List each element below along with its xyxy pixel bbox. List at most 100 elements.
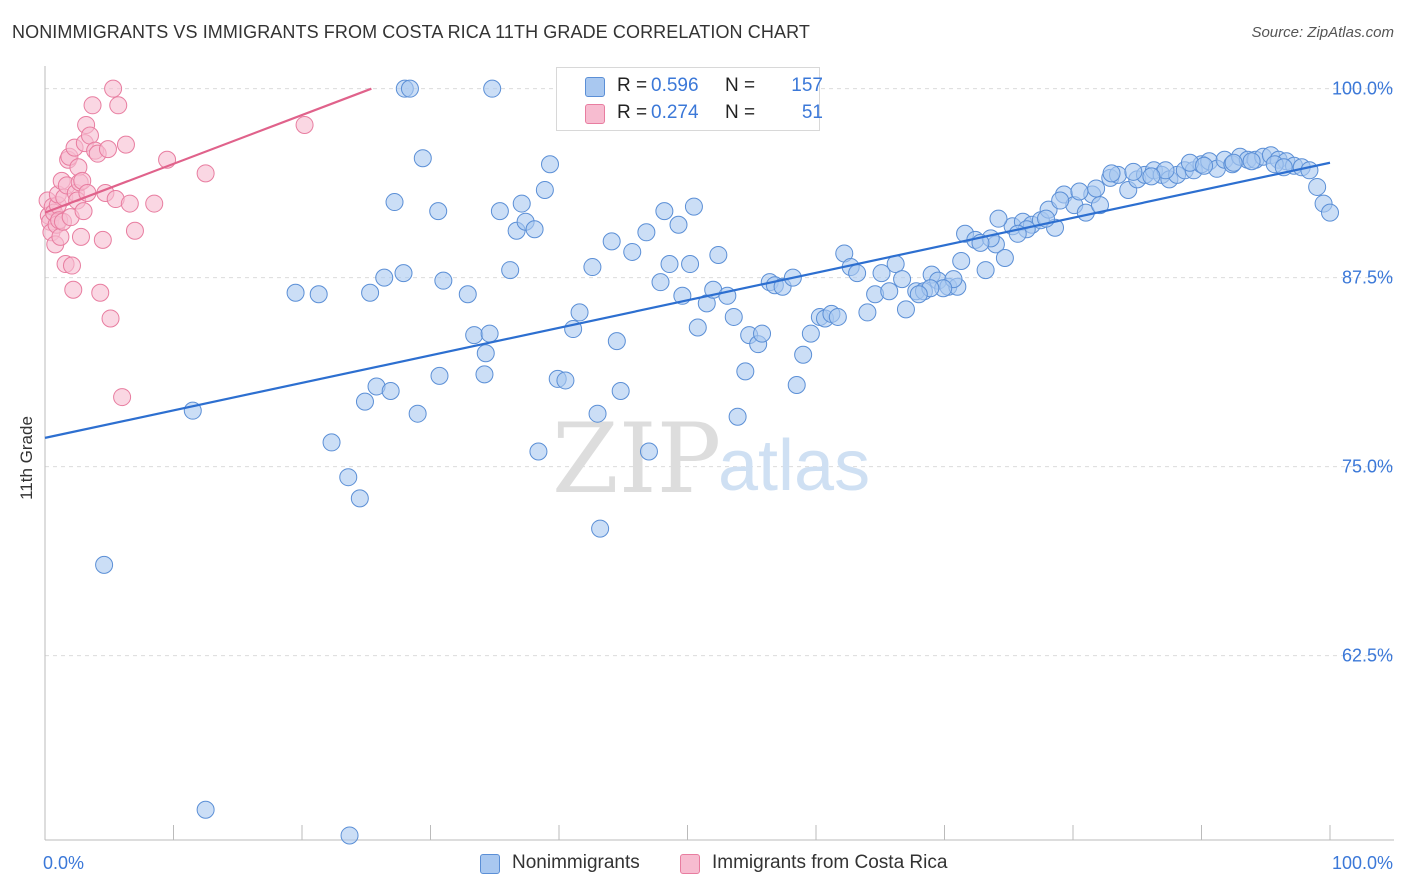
- nonimmigrant-point: [529, 442, 548, 461]
- n-label: N =: [725, 102, 756, 123]
- y-tick-label: 87.5%: [1342, 268, 1393, 288]
- n-value: 157: [791, 75, 823, 96]
- nonimmigrant-point: [872, 264, 891, 283]
- costa-rica-point: [196, 164, 215, 183]
- nonimmigrant-point: [350, 489, 369, 508]
- nonimmigrant-point: [570, 303, 589, 322]
- costa-rica-point: [91, 283, 110, 302]
- nonimmigrant-point: [607, 332, 626, 351]
- costa-rica-point: [74, 202, 93, 221]
- nonimmigrant-point: [535, 180, 554, 199]
- nonimmigrant-point: [681, 255, 700, 274]
- nonimmigrant-point: [639, 442, 658, 461]
- n-label: N =: [725, 75, 756, 96]
- costa-rica-point: [98, 140, 117, 159]
- nonimmigrant-point: [394, 264, 413, 283]
- nonimmigrant-point: [430, 366, 449, 385]
- nonimmigrant-point: [196, 800, 215, 819]
- nonimmigrants-swatch: [585, 77, 605, 97]
- nonimmigrant-point: [801, 324, 820, 343]
- nonimmigrant-point: [736, 362, 755, 381]
- nonimmigrant-point: [340, 826, 359, 845]
- nonimmigrants-swatch: [480, 854, 500, 874]
- costa-rica-point: [104, 79, 123, 98]
- costa-rica-point: [51, 227, 70, 246]
- nonimmigrant-point: [728, 407, 747, 426]
- nonimmigrant-point: [1195, 156, 1214, 175]
- nonimmigrant-point: [1321, 203, 1339, 222]
- nonimmigrant-point: [322, 433, 341, 452]
- nonimmigrant-point: [655, 202, 674, 221]
- costa-rica-point: [62, 256, 81, 275]
- costa-rica-point: [83, 96, 102, 115]
- y-tick-label: 62.5%: [1342, 646, 1393, 666]
- nonimmigrant-point: [858, 303, 877, 322]
- y-tick-label: 75.0%: [1342, 457, 1393, 477]
- nonimmigrant-point: [480, 324, 499, 343]
- nonimmigrant-point: [309, 285, 328, 304]
- watermark: ZIP atlas: [552, 403, 870, 515]
- costa-rica-point: [101, 309, 120, 328]
- nonimmigrant-point: [909, 285, 928, 304]
- nonimmigrant-point: [355, 392, 374, 411]
- r-value: 0.274: [651, 102, 699, 123]
- nonimmigrant-point: [669, 215, 688, 234]
- points-layer: [38, 79, 1339, 845]
- nonimmigrant-point: [1142, 167, 1161, 186]
- x-tick-label: 100.0%: [1332, 853, 1393, 873]
- nonimmigrant-point: [611, 382, 630, 401]
- nonimmigrant-point: [95, 555, 114, 574]
- nonimmigrant-point: [361, 283, 380, 302]
- nonimmigrant-point: [893, 270, 912, 289]
- nonimmigrant-point: [501, 261, 520, 280]
- nonimmigrant-point: [381, 382, 400, 401]
- y-tick-label: 100.0%: [1332, 79, 1393, 99]
- costa-rica-swatch: [680, 854, 700, 874]
- nonimmigrants-trend-line: [44, 161, 1331, 439]
- nonimmigrant-point: [286, 283, 305, 302]
- r-label: R =: [617, 102, 648, 123]
- nonimmigrant-point: [952, 252, 971, 271]
- legend-label: Immigrants from Costa Rica: [712, 852, 948, 873]
- nonimmigrant-point: [880, 282, 899, 301]
- nonimmigrant-point: [753, 324, 772, 343]
- costa-rica-point: [116, 135, 135, 154]
- n-value: 51: [801, 102, 823, 123]
- nonimmigrant-point: [583, 258, 602, 277]
- nonimmigrant-point: [1308, 177, 1327, 196]
- nonimmigrant-point: [1087, 179, 1106, 198]
- nonimmigrant-point: [1070, 182, 1089, 201]
- nonimmigrant-point: [429, 202, 448, 221]
- nonimmigrant-point: [434, 271, 453, 290]
- costa-rica-point: [64, 280, 83, 299]
- nonimmigrant-point: [724, 307, 743, 326]
- nonimmigrant-point: [1224, 153, 1243, 172]
- nonimmigrant-point: [709, 245, 728, 264]
- nonimmigrant-point: [413, 149, 432, 168]
- nonimmigrant-point: [400, 79, 419, 98]
- costa-rica-point: [125, 221, 144, 240]
- nonimmigrant-point: [1242, 152, 1261, 171]
- trend-layer: [44, 87, 1331, 439]
- costa-rica-point: [71, 227, 90, 246]
- nonimmigrant-point: [637, 223, 656, 242]
- costa-rica-point: [295, 115, 314, 134]
- nonimmigrant-point: [591, 519, 610, 538]
- costa-rica-point: [109, 96, 128, 115]
- nonimmigrant-point: [490, 202, 509, 221]
- nonimmigrant-point: [408, 404, 427, 423]
- nonimmigrant-point: [688, 318, 707, 337]
- costa-rica-swatch: [585, 104, 605, 124]
- x-tick-label: 0.0%: [43, 853, 84, 873]
- costa-rica-point: [113, 388, 132, 407]
- nonimmigrant-point: [465, 326, 484, 345]
- nonimmigrant-point: [651, 273, 670, 292]
- r-value: 0.596: [651, 75, 699, 96]
- nonimmigrant-point: [989, 209, 1008, 228]
- nonimmigrant-point: [588, 404, 607, 423]
- nonimmigrant-point: [512, 194, 531, 213]
- watermark-atlas: atlas: [718, 426, 870, 506]
- nonimmigrant-point: [1300, 161, 1319, 180]
- nonimmigrant-point: [375, 268, 394, 287]
